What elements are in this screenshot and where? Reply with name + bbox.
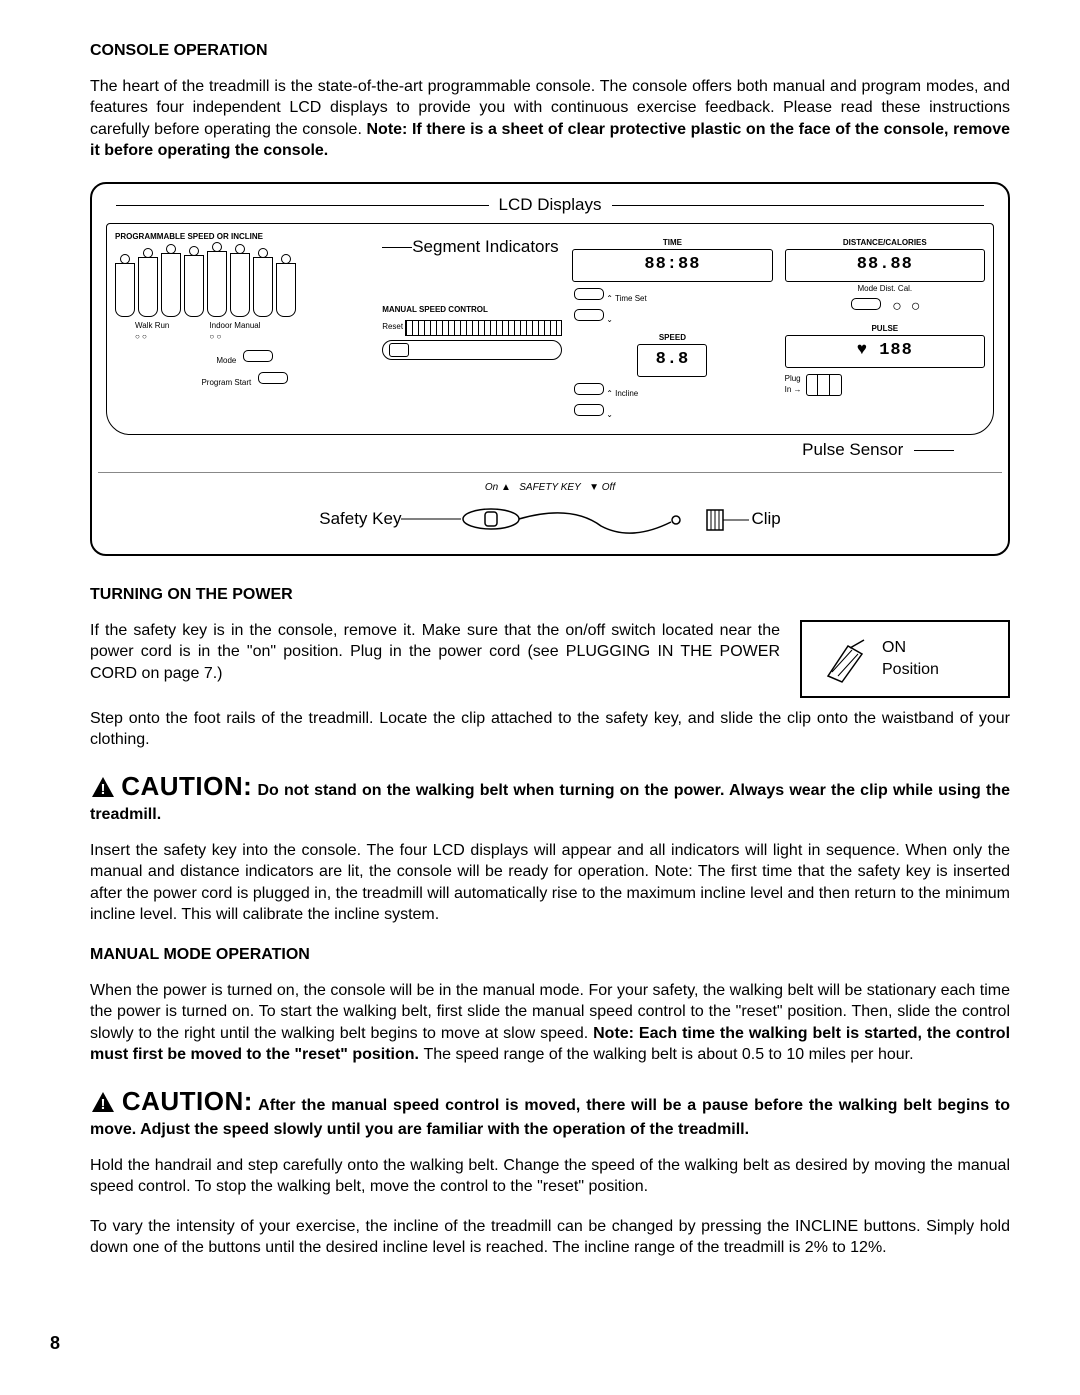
on-text: ON <box>882 637 939 659</box>
pulse-sensor-label: Pulse Sensor <box>802 440 903 459</box>
caution-1: ! CAUTION: Do not stand on the walking b… <box>90 769 1010 826</box>
position-text: Position <box>882 659 939 681</box>
power-paragraph-2: Step onto the foot rails of the treadmil… <box>90 708 1010 751</box>
speed-slider-handle[interactable] <box>389 343 409 357</box>
manual-paragraph-3: To vary the intensity of your exercise, … <box>90 1216 1010 1259</box>
console-panel: PROGRAMMABLE SPEED OR INCLINE Walk Run○ … <box>106 223 994 435</box>
caution-1-label: CAUTION: <box>121 771 252 801</box>
prog-label: PROGRAMMABLE SPEED OR INCLINE <box>115 232 376 243</box>
clip-label: Clip <box>751 508 780 531</box>
insert-key-paragraph: Insert the safety key into the console. … <box>90 840 1010 926</box>
time-down-button[interactable] <box>574 309 604 321</box>
svg-text:!: ! <box>101 1096 106 1113</box>
console-diagram: LCD Displays PROGRAMMABLE SPEED OR INCLI… <box>90 182 1010 556</box>
reset-label: Reset <box>382 322 403 333</box>
speed-label: SPEED <box>572 333 772 344</box>
manual-paragraph-1: When the power is turned on, the console… <box>90 980 1010 1066</box>
mode-label: Mode <box>216 356 236 365</box>
lcd-displays-text: LCD Displays <box>499 194 602 217</box>
intro-paragraph: The heart of the treadmill is the state-… <box>90 76 1010 162</box>
caution-2-label: CAUTION: <box>122 1086 253 1116</box>
on-arrow: On ▲ <box>485 482 511 493</box>
time-display: 88:88 <box>572 249 772 282</box>
ind-man-label: Indoor Manual○ ○ <box>209 321 260 343</box>
program-start-button[interactable] <box>258 372 288 384</box>
safety-key-label: Safety Key <box>319 508 401 531</box>
switch-icon <box>820 634 870 684</box>
speed-scale <box>405 320 562 336</box>
svg-text:!: ! <box>101 781 106 798</box>
off-arrow: ▼ Off <box>589 482 615 493</box>
caution-triangle-icon-2: ! <box>90 1090 116 1114</box>
pulse-plug-label: PlugIn → <box>785 374 802 396</box>
segment-bars <box>115 247 376 317</box>
dist-mode-label: Mode Dist. Cal. <box>785 284 985 295</box>
power-paragraph-1: If the safety key is in the console, rem… <box>90 620 780 685</box>
seg-indicators-label: Segment Indicators <box>412 236 558 259</box>
distance-display: 88.88 <box>785 249 985 282</box>
caution-2: ! CAUTION: After the manual speed contro… <box>90 1084 1010 1141</box>
time-down-label: ⌄ <box>606 315 613 324</box>
distance-label: DISTANCE/CALORIES <box>785 238 985 249</box>
mode-button[interactable] <box>243 350 273 362</box>
manual-p1c: The speed range of the walking belt is a… <box>423 1046 913 1063</box>
manual-paragraph-2: Hold the handrail and step carefully ont… <box>90 1155 1010 1198</box>
panel-right: TIME 88:88 ⌃ Time Set ⌄ SPEED 8.8 ⌃ Incl… <box>572 232 985 424</box>
walk-run-label: Walk Run○ ○ <box>135 321 169 343</box>
safety-key-area-label: On ▲ SAFETY KEY ▼ Off <box>106 481 994 495</box>
safety-key-text: SAFETY KEY <box>519 482 581 493</box>
heading-turning-on-power: TURNING ON THE POWER <box>90 584 1010 606</box>
pulse-label: PULSE <box>785 324 985 335</box>
speed-slider-track[interactable] <box>382 340 562 360</box>
time-label: TIME <box>572 238 772 249</box>
pulse-display: ♥ 188 <box>785 335 985 368</box>
manual-speed-label: MANUAL SPEED CONTROL <box>382 305 562 316</box>
time-up-button[interactable] <box>574 288 604 300</box>
incline-down-button[interactable] <box>574 404 604 416</box>
clip-icon <box>701 502 751 536</box>
incline-label: ⌃ Incline <box>606 389 638 398</box>
page-number: 8 <box>50 1331 60 1355</box>
safety-key-row: Safety Key Clip <box>106 502 994 536</box>
heading-console-operation: CONSOLE OPERATION <box>90 40 1010 62</box>
prog-start-label: Program Start <box>201 378 251 387</box>
time-set-label: ⌃ Time Set <box>606 294 647 303</box>
dist-mode-button[interactable] <box>851 298 881 310</box>
heading-manual-mode: MANUAL MODE OPERATION <box>90 944 1010 966</box>
safety-key-icon <box>401 502 701 536</box>
on-position-box: ON Position <box>800 620 1010 698</box>
lcd-displays-label: LCD Displays <box>106 194 994 217</box>
speed-display: 8.8 <box>637 344 707 377</box>
incline-down-label: ⌄ <box>606 410 613 419</box>
caution-triangle-icon: ! <box>90 775 116 799</box>
incline-up-button[interactable] <box>574 383 604 395</box>
panel-left: PROGRAMMABLE SPEED OR INCLINE Walk Run○ … <box>115 232 562 424</box>
